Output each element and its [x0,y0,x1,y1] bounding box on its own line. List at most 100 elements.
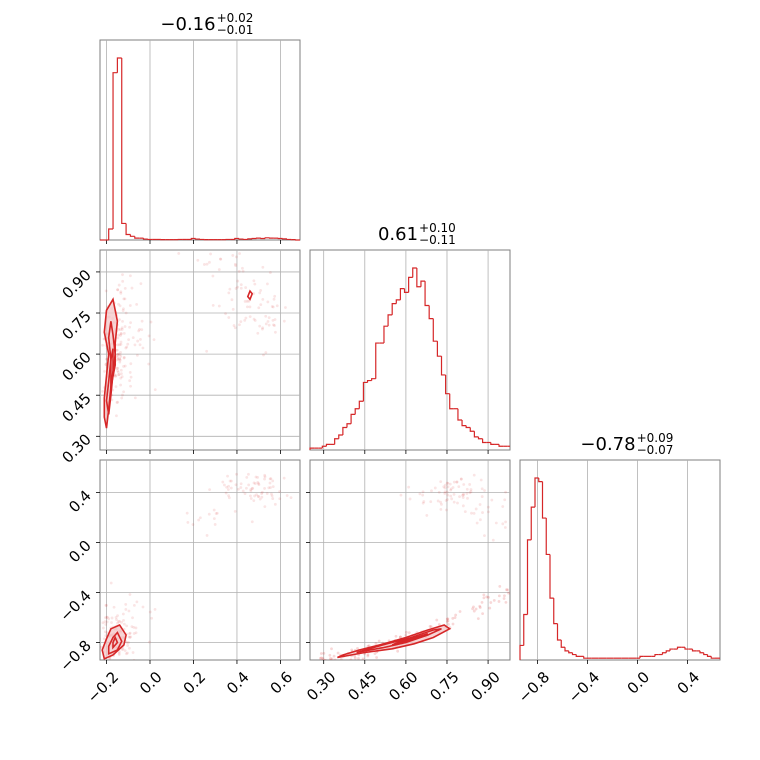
scatter-point [134,626,138,630]
scatter-point [103,370,106,373]
scatter-point [445,508,448,512]
scatter-point [104,623,108,626]
scatter-point [466,496,469,500]
title-lower-error: −0.07 [637,443,674,457]
scatter-point [130,625,134,629]
scatter-point [257,483,261,486]
scatter-point [113,659,115,660]
scatter-point [422,500,426,503]
histogram-bin [375,342,380,379]
scatter-point [118,360,122,364]
scatter-point [446,619,450,623]
histogram-bin [549,554,554,599]
histogram-bin [350,413,356,424]
histogram-bin [469,427,475,432]
scatter-point [478,606,482,609]
scatter-point [498,584,502,588]
scatter-point [326,663,329,666]
scatter-point [486,510,490,514]
scatter-point [377,639,381,643]
scatter-point [236,279,240,283]
title-upper-error: +0.09 [637,431,674,445]
scatter-point [407,631,411,635]
scatter-point [328,653,332,657]
scatter-point [472,511,476,515]
title-lower-error: −0.11 [419,233,456,247]
histogram-bin [538,478,543,483]
scatter-point [262,353,265,357]
histogram-bars [519,477,720,660]
scatter-point [458,610,462,613]
scatter-point [152,338,156,342]
scatter-point [153,607,157,611]
scatter-point [504,520,507,524]
scatter-point [285,494,289,497]
scatter-point [114,374,117,378]
scatter-point [442,485,446,489]
scatter-point [449,487,453,491]
scatter-point [103,620,107,624]
scatter-point [329,657,332,660]
scatter-point [492,598,496,602]
x-tick-label: 0.4 [223,668,253,698]
scatter-point [249,494,252,498]
scatter-point [127,609,131,613]
scatter-point [462,483,466,486]
scatter-point [226,474,229,478]
scatter-point [259,303,263,307]
scatter-point [428,625,432,628]
scatter-point [232,324,236,327]
scatter-point [177,252,181,255]
scatter-point [105,631,109,635]
histogram-bin [490,442,495,445]
scatter-point [115,401,119,404]
scatter-point [470,511,473,515]
scatter-points [95,472,293,660]
histogram-bin [541,481,547,519]
scatter-point [117,328,121,331]
scatter-point [251,486,255,490]
scatter-point [480,487,484,491]
scatter-point [229,486,233,490]
histogram-bin [112,72,118,229]
histogram-bin [387,314,393,327]
scatter-point [353,656,357,660]
histogram-bin [420,280,426,287]
scatter-point [153,388,157,392]
scatter-point [217,304,221,308]
scatter-point [129,384,132,388]
scatter-point [450,497,454,501]
scatter-point [244,316,248,320]
scatter-point [445,481,449,485]
scatter-point [249,488,253,492]
scatter-point [125,345,129,349]
x-tick-label: −0.4 [565,668,603,706]
scatter-points [100,252,287,418]
scatter-point [104,363,108,366]
scatter-point [502,597,506,600]
scatter-point [227,316,231,319]
scatter-point [503,498,507,502]
histogram-bin [190,237,196,240]
scatter-point [108,657,112,660]
scatter-point [404,630,408,634]
scatter-point [289,496,293,500]
scatter-point [132,632,136,635]
scatter-point [124,608,128,611]
scatter-point [217,268,221,271]
scatter-point [124,652,128,656]
scatter-points [319,473,510,666]
scatter-point [185,511,189,515]
scatter-point [150,616,154,620]
histogram-bin [534,477,539,508]
scatter-point [243,492,247,496]
scatter-point [239,482,243,486]
scatter-point [373,652,377,655]
scatter-point [205,349,209,353]
scatter-point [121,309,125,312]
scatter-point [394,634,398,638]
scatter-point [120,620,123,624]
scatter-point [250,520,254,524]
scatter-point [95,633,98,636]
